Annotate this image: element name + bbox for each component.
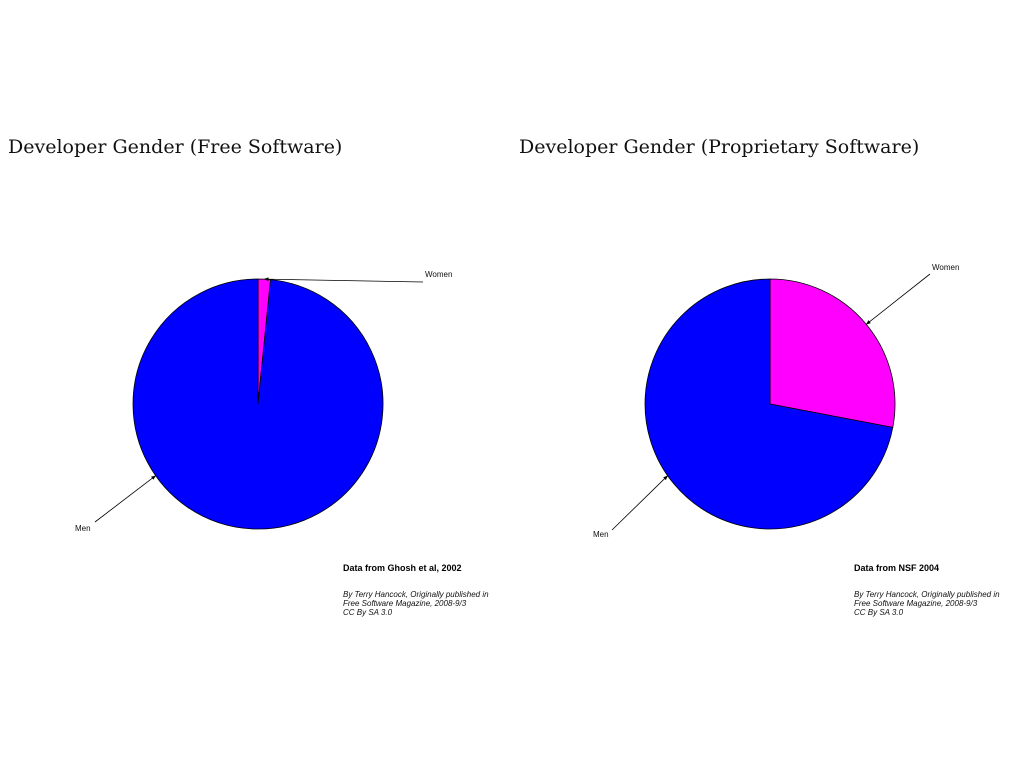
credit-line-3: CC By SA 3.0 bbox=[854, 608, 904, 617]
leader-line-women bbox=[865, 273, 931, 325]
chart-title: Developer Gender (Proprietary Software) bbox=[519, 136, 919, 158]
pie-slice-women bbox=[769, 278, 896, 428]
leader-line-women bbox=[263, 277, 424, 283]
credit-line-2: Free Software Magazine, 2008-9/3 bbox=[343, 599, 467, 608]
credit-line-1: By Terry Hancock, Originally published i… bbox=[854, 590, 1000, 599]
slice-label-women: Women bbox=[425, 270, 452, 279]
data-source: Data from NSF 2004 bbox=[854, 563, 939, 573]
leader-line-men bbox=[94, 475, 156, 523]
data-source: Data from Ghosh et al, 2002 bbox=[343, 563, 462, 573]
credit-line-1: By Terry Hancock, Originally published i… bbox=[343, 590, 489, 599]
pie-slice-men bbox=[644, 278, 894, 530]
chart-title: Developer Gender (Free Software) bbox=[8, 136, 342, 158]
pie-slices bbox=[132, 278, 384, 530]
credit-line-3: CC By SA 3.0 bbox=[343, 608, 393, 617]
slice-label-men: Men bbox=[75, 524, 91, 533]
pie-slices bbox=[644, 278, 896, 530]
pie-chart-proprietary-software: Developer Gender (Proprietary Software) … bbox=[519, 136, 1000, 617]
credit-line-2: Free Software Magazine, 2008-9/3 bbox=[854, 599, 978, 608]
leader-line-men bbox=[611, 475, 668, 531]
slice-label-men: Men bbox=[593, 530, 609, 539]
pie-chart-free-software: Developer Gender (Free Software) Women M… bbox=[8, 136, 489, 617]
pie-slice-men bbox=[132, 278, 384, 530]
slice-label-women: Women bbox=[932, 263, 959, 272]
